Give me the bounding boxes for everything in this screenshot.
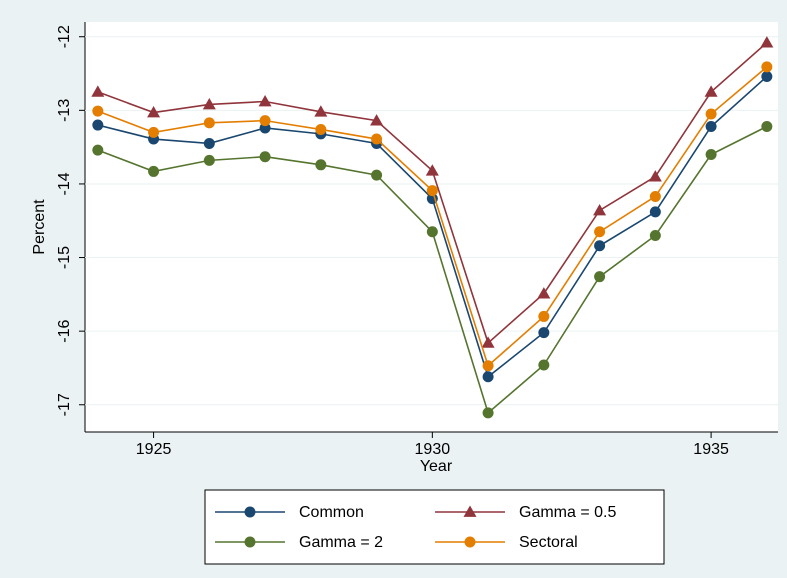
y-tick-label: -17 bbox=[56, 393, 73, 416]
marker bbox=[594, 271, 606, 283]
marker bbox=[594, 240, 606, 252]
marker bbox=[426, 185, 438, 197]
marker bbox=[481, 336, 495, 348]
marker bbox=[371, 133, 383, 145]
marker bbox=[648, 170, 662, 182]
y-tick-label: -16 bbox=[56, 319, 73, 342]
marker bbox=[315, 159, 327, 171]
marker bbox=[761, 70, 773, 82]
marker bbox=[538, 359, 550, 371]
marker bbox=[760, 36, 774, 48]
marker bbox=[148, 126, 160, 138]
marker bbox=[147, 106, 161, 118]
marker bbox=[259, 151, 271, 163]
marker bbox=[704, 85, 718, 97]
legend-marker bbox=[464, 536, 476, 548]
x-axis-label: Year bbox=[420, 458, 453, 475]
marker bbox=[203, 154, 215, 166]
marker bbox=[761, 61, 773, 73]
y-tick-label: -15 bbox=[56, 246, 73, 269]
marker bbox=[482, 360, 494, 372]
marker bbox=[705, 108, 717, 120]
marker bbox=[761, 121, 773, 133]
legend-label: Common bbox=[299, 504, 364, 521]
x-tick-label: 1930 bbox=[415, 441, 451, 458]
marker bbox=[148, 165, 160, 177]
marker bbox=[91, 85, 105, 97]
x-tick-label: 1935 bbox=[693, 441, 729, 458]
marker bbox=[371, 169, 383, 181]
marker bbox=[203, 137, 215, 149]
marker bbox=[705, 148, 717, 160]
legend-label: Gamma = 2 bbox=[299, 534, 383, 551]
marker bbox=[92, 144, 104, 156]
marker bbox=[92, 119, 104, 131]
legend-label: Sectoral bbox=[519, 534, 578, 551]
marker bbox=[538, 327, 550, 339]
y-axis-label: Percent bbox=[31, 199, 48, 255]
marker bbox=[593, 203, 607, 216]
y-tick-label: -12 bbox=[56, 25, 73, 48]
marker bbox=[594, 226, 606, 238]
marker bbox=[482, 407, 494, 419]
legend-marker bbox=[244, 536, 256, 548]
legend-label: Gamma = 0.5 bbox=[519, 504, 616, 521]
marker bbox=[705, 121, 717, 133]
marker bbox=[92, 105, 104, 117]
legend bbox=[204, 489, 665, 565]
legend-marker bbox=[244, 506, 256, 518]
marker bbox=[202, 97, 216, 110]
marker bbox=[259, 115, 271, 127]
marker bbox=[426, 226, 438, 238]
marker bbox=[649, 206, 661, 218]
marker bbox=[649, 190, 661, 202]
marker bbox=[315, 123, 327, 135]
marker bbox=[425, 164, 439, 176]
marker bbox=[203, 117, 215, 129]
marker bbox=[314, 105, 328, 117]
marker bbox=[482, 371, 494, 383]
legend-marker bbox=[463, 505, 477, 517]
y-tick-label: -13 bbox=[56, 99, 73, 122]
y-tick-label: -14 bbox=[56, 172, 73, 195]
marker bbox=[537, 287, 551, 299]
marker bbox=[370, 114, 384, 126]
marker bbox=[649, 229, 661, 241]
x-tick-label: 1925 bbox=[136, 441, 172, 458]
marker bbox=[258, 94, 272, 107]
marker bbox=[538, 310, 550, 322]
